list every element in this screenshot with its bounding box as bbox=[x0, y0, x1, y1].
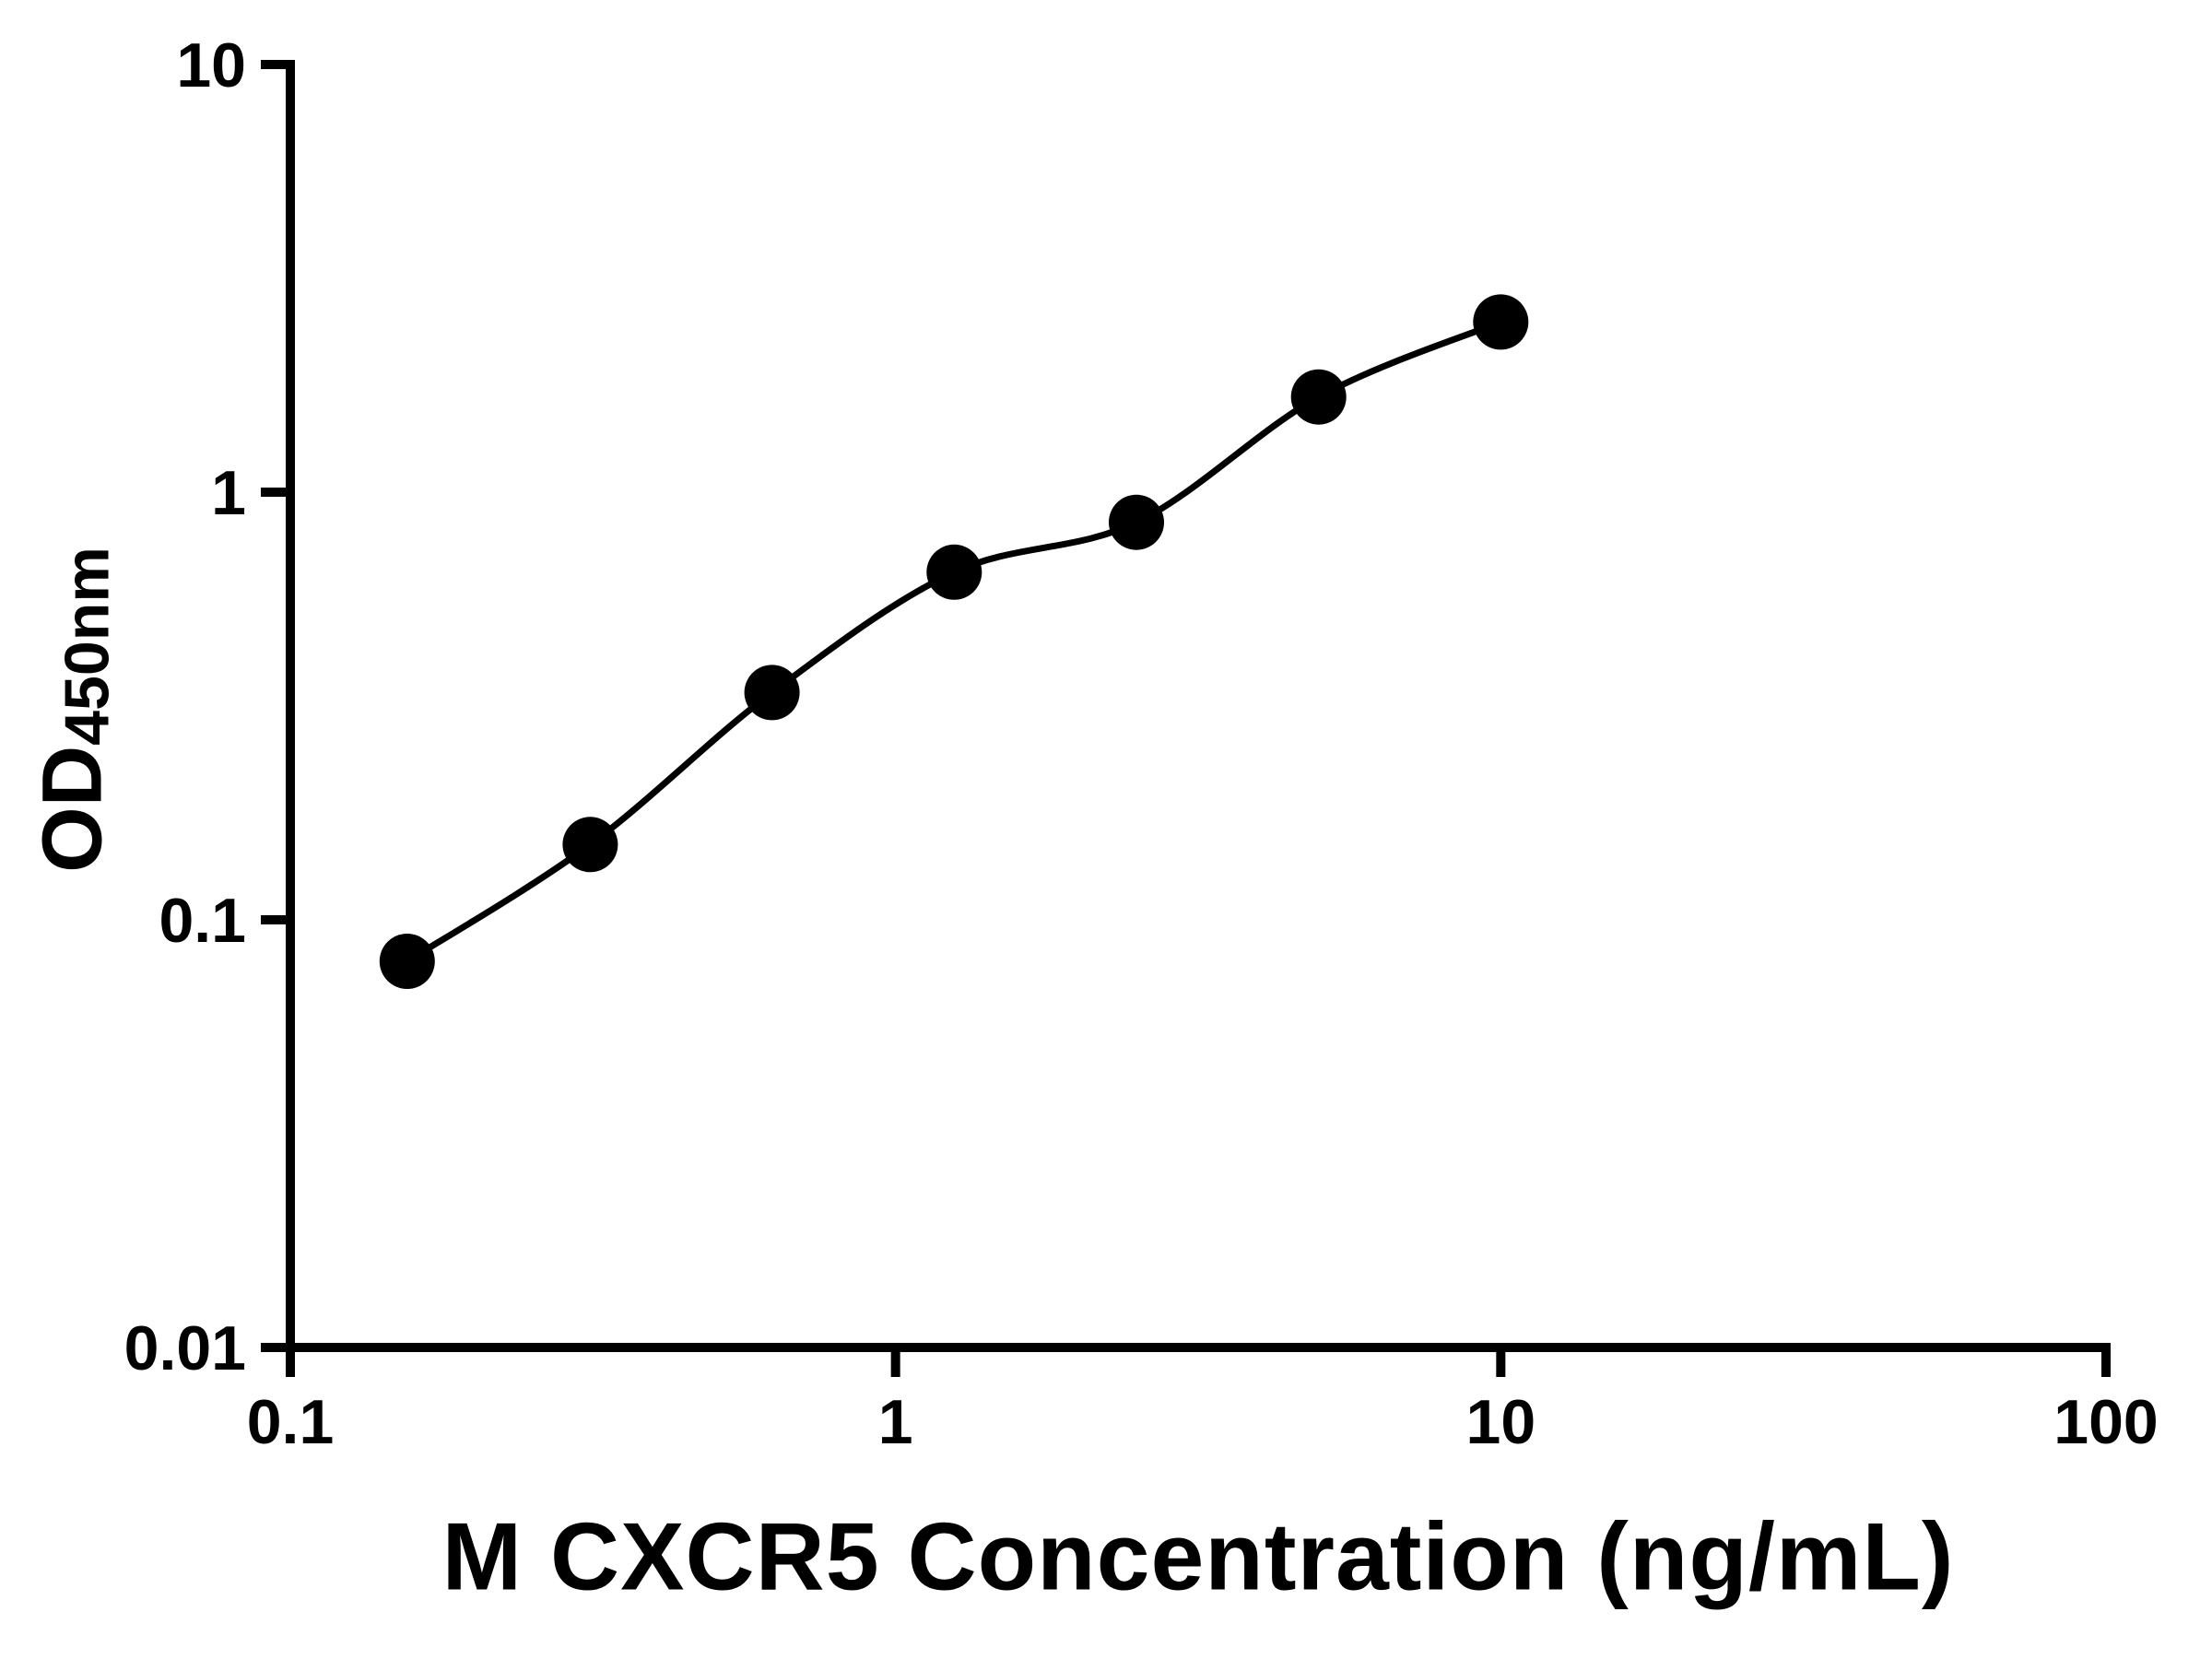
x-tick-label: 10 bbox=[1466, 1387, 1536, 1457]
data-point bbox=[926, 544, 982, 600]
y-axis-title-subscript: 450nm bbox=[52, 547, 123, 746]
x-tick-label: 100 bbox=[2053, 1387, 2158, 1457]
y-tick-label: 0.1 bbox=[159, 886, 246, 956]
y-axis-title: OD450nm bbox=[24, 547, 123, 873]
axes bbox=[286, 60, 2111, 1352]
data-point bbox=[1109, 494, 1164, 550]
y-tick-label: 1 bbox=[211, 458, 246, 528]
y-axis-title-main: OD bbox=[25, 745, 120, 873]
x-tick-label: 1 bbox=[878, 1387, 913, 1457]
fit-curve bbox=[405, 319, 1502, 964]
data-point bbox=[1473, 294, 1529, 350]
data-point bbox=[1290, 369, 1347, 425]
x-tick-label: 0.1 bbox=[247, 1387, 335, 1457]
y-tick-label: 10 bbox=[176, 30, 246, 100]
data-point bbox=[744, 665, 800, 721]
data-point bbox=[562, 817, 618, 873]
y-tick-label: 0.01 bbox=[124, 1313, 246, 1383]
x-axis-title: M CXCR5 Concentration (ng/mL) bbox=[441, 1503, 1955, 1611]
data-point bbox=[379, 934, 435, 989]
